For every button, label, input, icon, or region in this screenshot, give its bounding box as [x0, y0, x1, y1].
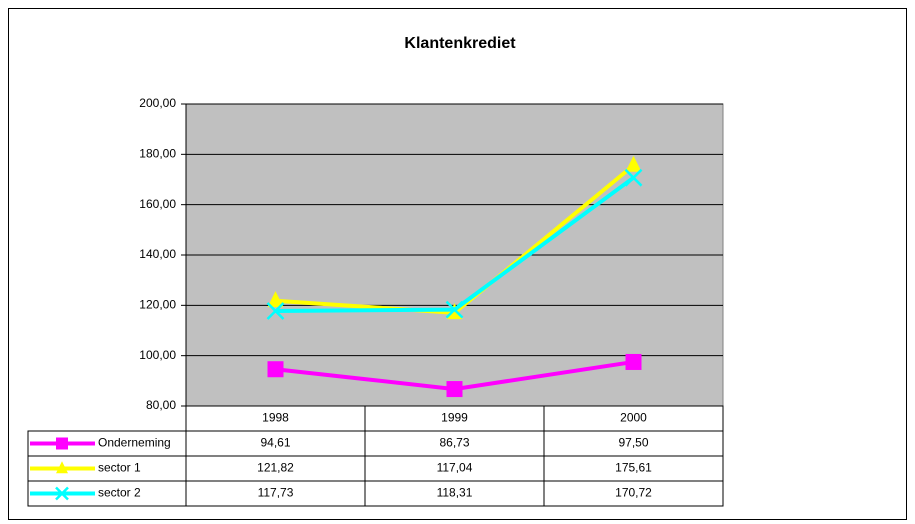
table-value: 121,82 — [257, 461, 294, 475]
data-point — [266, 302, 285, 320]
x-tick-label: 1998 — [262, 411, 289, 425]
y-tick-label: 180,00 — [139, 147, 176, 161]
table-value: 94,61 — [260, 436, 290, 450]
y-tick-label: 100,00 — [139, 348, 176, 362]
legend-marker — [56, 461, 68, 474]
y-tick-label: 120,00 — [139, 298, 176, 312]
table-value: 118,31 — [437, 486, 473, 500]
table-value: 170,72 — [615, 486, 652, 500]
legend-marker — [56, 437, 68, 450]
data-point — [267, 361, 284, 378]
table-value: 175,61 — [615, 461, 652, 475]
data-point — [624, 168, 643, 187]
y-tick-label: 140,00 — [139, 247, 176, 261]
x-tick-label: 2000 — [620, 411, 647, 425]
legend-label: Onderneming — [98, 436, 171, 450]
data-point — [625, 353, 642, 370]
data-point — [625, 155, 642, 172]
data-point — [267, 291, 284, 308]
table-value: 86,73 — [439, 436, 469, 450]
y-tick-label: 200,00 — [139, 96, 176, 110]
legend-label: sector 2 — [98, 486, 141, 500]
table-value: 117,04 — [437, 461, 473, 475]
data-point — [445, 300, 464, 319]
data-point — [446, 381, 463, 398]
x-tick-label: 1999 — [441, 411, 468, 425]
chart-title: Klantenkrediet — [404, 35, 516, 52]
table-value: 97,50 — [618, 436, 648, 450]
legend-label: sector 1 — [98, 461, 141, 475]
y-tick-label: 160,00 — [139, 197, 176, 211]
y-tick-label: 80,00 — [146, 398, 176, 412]
legend-marker — [55, 486, 69, 501]
table-value: 117,73 — [258, 486, 294, 500]
